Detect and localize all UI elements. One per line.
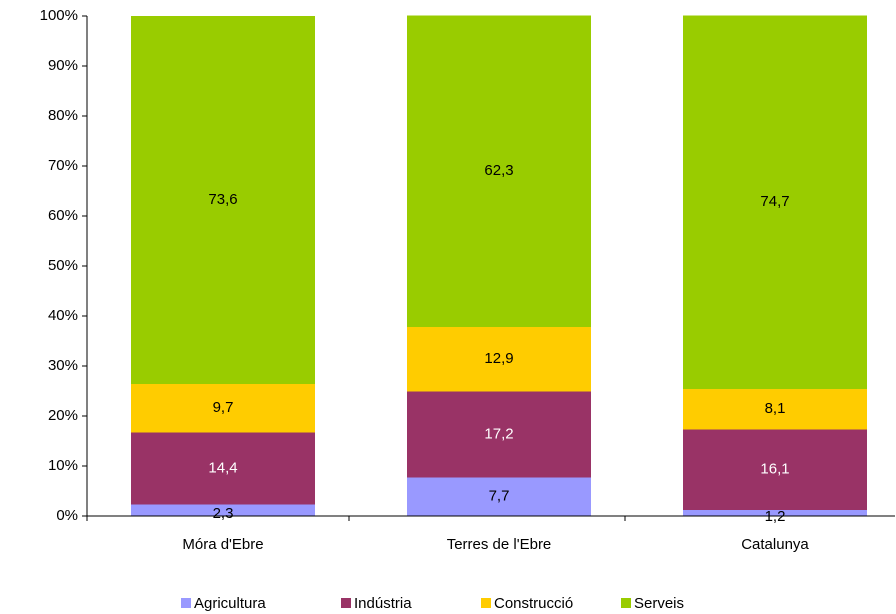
- data-label: 62,3: [484, 162, 513, 179]
- x-tick-label: Catalunya: [741, 536, 809, 553]
- data-label: 16,1: [760, 461, 789, 478]
- bar-segment: [407, 477, 591, 516]
- y-tick-label: 100%: [40, 7, 78, 24]
- bar-segment: [683, 429, 867, 510]
- bar-segment: [683, 510, 867, 516]
- legend-label: Agricultura: [194, 595, 266, 612]
- legend-swatch: [621, 598, 631, 608]
- y-tick-label: 60%: [48, 207, 78, 224]
- y-tick-label: 90%: [48, 57, 78, 74]
- y-tick-label: 0%: [56, 507, 78, 524]
- data-label: 9,7: [213, 399, 234, 416]
- data-label: 12,9: [484, 350, 513, 367]
- y-tick-label: 20%: [48, 407, 78, 424]
- y-tick-label: 70%: [48, 157, 78, 174]
- y-tick-label: 50%: [48, 257, 78, 274]
- y-tick-label: 10%: [48, 457, 78, 474]
- data-label: 7,7: [489, 488, 510, 505]
- data-label: 74,7: [760, 193, 789, 210]
- x-tick-label: Terres de l'Ebre: [447, 536, 552, 553]
- bar-segment: [683, 389, 867, 430]
- bar-segment: [407, 391, 591, 478]
- y-tick-label: 30%: [48, 357, 78, 374]
- data-label: 14,4: [208, 459, 237, 476]
- bar-segment: [131, 432, 315, 505]
- y-tick-label: 40%: [48, 307, 78, 324]
- bar-segment: [131, 16, 315, 384]
- legend-swatch: [181, 598, 191, 608]
- data-label: 8,1: [765, 400, 786, 417]
- legend-swatch: [341, 598, 351, 608]
- x-tick-label: Móra d'Ebre: [182, 536, 263, 553]
- y-tick-label: 80%: [48, 107, 78, 124]
- bar-segment: [407, 327, 591, 392]
- legend-label: Indústria: [354, 595, 412, 612]
- bar-segment: [407, 15, 591, 327]
- legend-swatch: [481, 598, 491, 608]
- bar-segment: [683, 15, 867, 389]
- data-label: 73,6: [208, 191, 237, 208]
- data-label: 2,3: [213, 505, 234, 522]
- bar-segment: [131, 384, 315, 433]
- data-label: 17,2: [484, 425, 513, 442]
- bar-segment: [131, 504, 315, 516]
- legend-label: Construcció: [494, 595, 573, 612]
- legend-label: Serveis: [634, 595, 684, 612]
